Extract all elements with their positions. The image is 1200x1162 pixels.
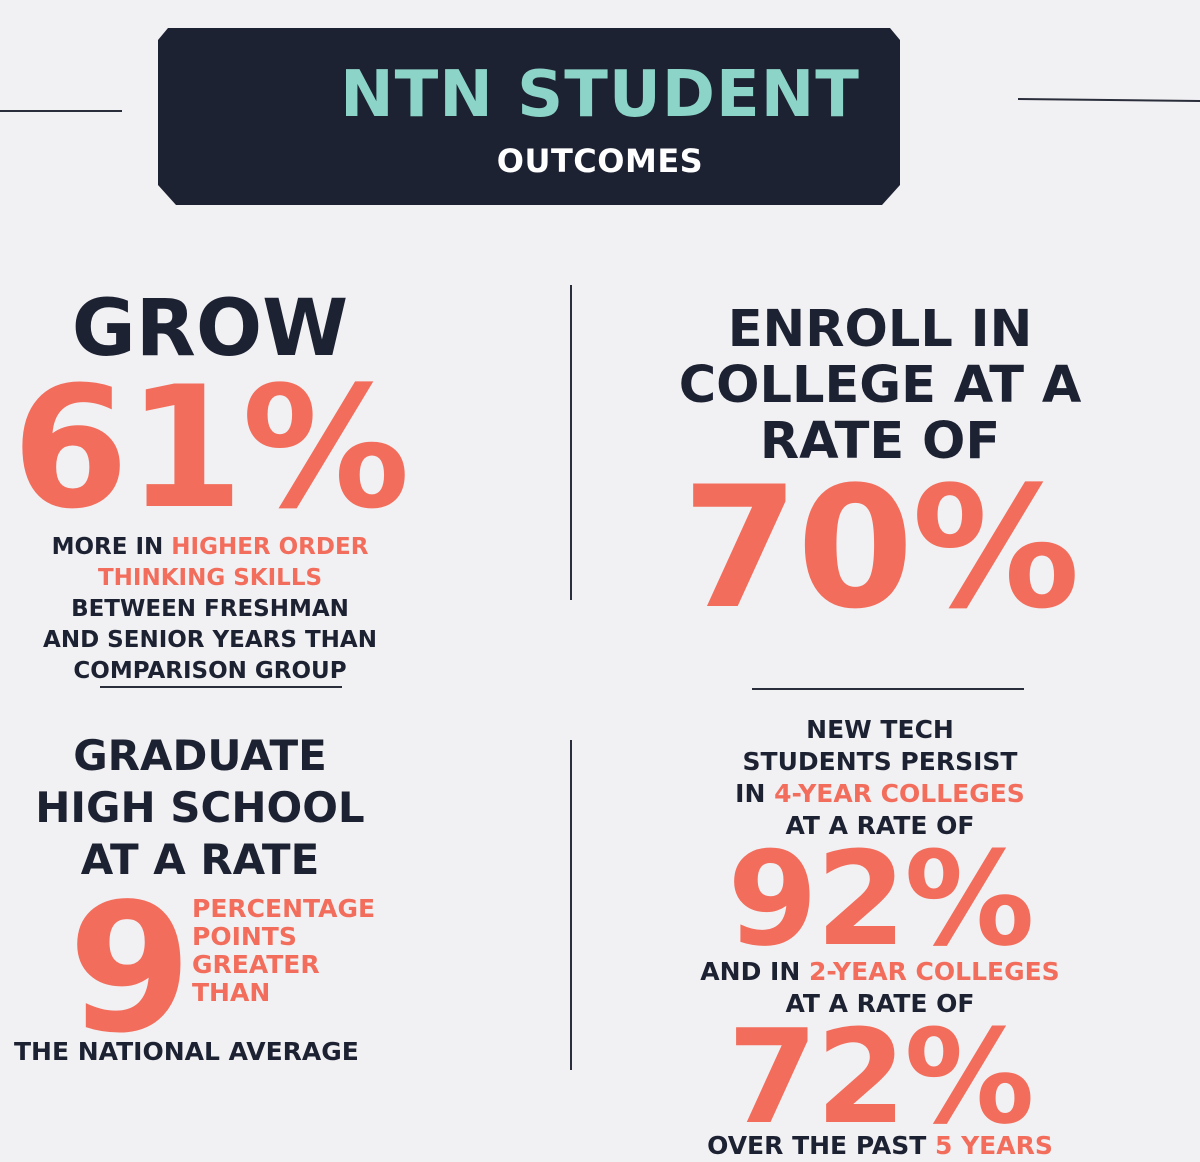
enroll-heading-line: ENROLL IN [727,300,1033,359]
persist-value-4year: 92% [727,823,1034,975]
persist-text: OVER THE PAST [707,1131,935,1160]
graduate-heading-line: AT A RATE [80,835,320,884]
graduate-side-line: GREATER [192,950,320,979]
grow-heading: GROW [71,284,349,374]
horizontal-divider-right [752,688,1024,690]
grow-block: GROW 61% MORE IN HIGHER ORDER THINKING S… [0,290,420,687]
graduate-side-line: THAN [192,978,271,1007]
persist-line: AT A RATE OF [785,811,975,840]
graduate-heading-line: GRADUATE [73,731,327,780]
persist-line: NEW TECH [806,715,954,744]
graduate-side-text: PERCENTAGE POINTS GREATER THAN [192,895,375,1007]
enroll-block: ENROLL IN COLLEGE AT A RATE OF 70% [660,300,1100,646]
graduate-footer: THE NATIONAL AVERAGE [14,1037,359,1066]
persist-highlight: 2-YEAR COLLEGES [808,957,1060,986]
grow-value: 61% [11,350,410,546]
banner-title: NTN STUDENT [340,58,860,132]
persist-text: AND IN [700,957,809,986]
grow-caption-highlight: HIGHER ORDER [171,534,369,560]
enroll-value: 70% [681,450,1080,646]
persist-block: NEW TECH STUDENTS PERSIST IN 4-YEAR COLL… [650,714,1110,1162]
graduate-value: 9 [68,865,192,1072]
title-banner-shape [0,28,1200,205]
grow-caption-line: AND SENIOR YEARS THAN [43,627,377,653]
graduate-side-line: POINTS [192,922,297,951]
graduate-block: GRADUATE HIGH SCHOOL AT A RATE [0,730,400,886]
grow-caption-line: BETWEEN FRESHMAN [71,596,349,622]
graduate-side-line: PERCENTAGE [192,894,376,923]
grow-caption-text: MORE IN [51,534,172,560]
persist-highlight: 5 YEARS [934,1131,1053,1160]
persist-line: AT A RATE OF [785,989,975,1018]
enroll-heading-line: COLLEGE AT A [678,356,1082,415]
persist-highlight: 4-YEAR COLLEGES [774,779,1025,808]
enroll-heading-line: RATE OF [759,412,1001,471]
persist-line: STUDENTS PERSIST [742,747,1018,776]
vertical-divider-bottom [570,740,572,1070]
graduate-heading-line: HIGH SCHOOL [35,783,365,832]
grow-caption-highlight-2: THINKING SKILLS [97,565,323,591]
persist-value-2year: 72% [727,1001,1034,1153]
grow-caption-line: COMPARISON GROUP [73,658,347,684]
horizontal-divider-left [100,686,342,688]
vertical-divider-top [570,285,572,600]
grow-caption: MORE IN HIGHER ORDER THINKING SKILLS BET… [0,532,420,687]
banner-subtitle: OUTCOMES [496,142,704,180]
persist-text: IN [735,779,775,808]
